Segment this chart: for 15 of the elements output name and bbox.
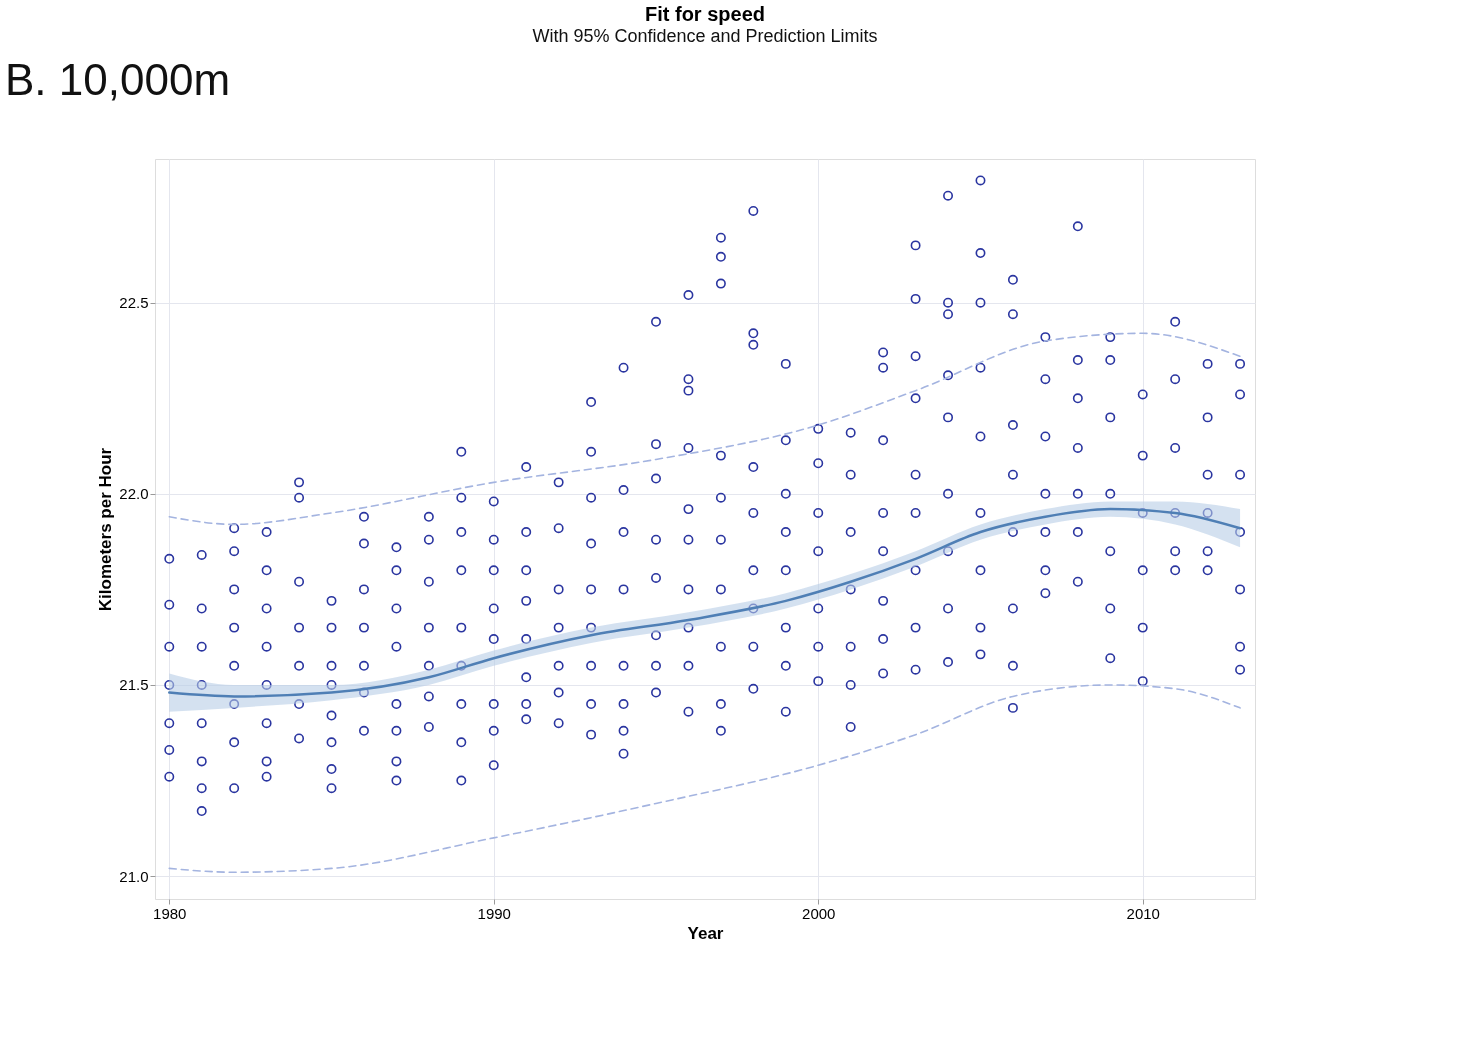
line-series bbox=[168, 332, 1241, 526]
y-axis-title: Kilometers per Hour bbox=[96, 447, 116, 612]
text: B. 10,000m bbox=[5, 55, 231, 104]
x-tick-label: 2010 bbox=[1126, 904, 1160, 922]
chart-subtitle: With 95% Confidence and Prediction Limits bbox=[532, 26, 878, 46]
chart-title: Fit for speed bbox=[644, 3, 766, 25]
x-tick-label: 1990 bbox=[477, 904, 511, 922]
y-tick-label: 22.0 bbox=[119, 485, 149, 503]
y-tick-label: 22.5 bbox=[119, 294, 149, 312]
line-series bbox=[168, 684, 1241, 874]
y-tick-label: 21.5 bbox=[119, 676, 149, 694]
x-axis-title: Year bbox=[687, 923, 724, 943]
x-tick-label: 2000 bbox=[802, 904, 836, 922]
y-tick-label: 21.0 bbox=[119, 867, 149, 885]
x-tick-label: 1980 bbox=[153, 904, 187, 922]
